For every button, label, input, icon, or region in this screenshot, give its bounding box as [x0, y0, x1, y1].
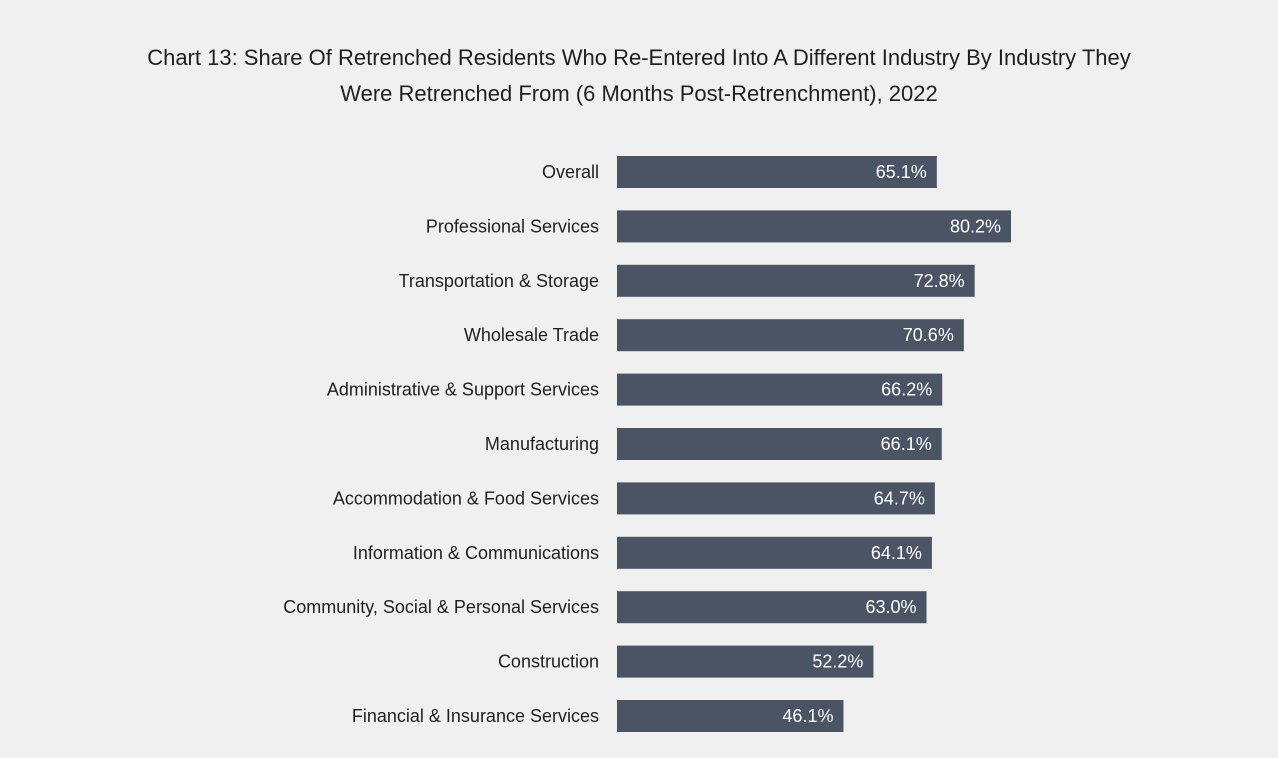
category-label: Accommodation & Food Services: [333, 488, 599, 508]
bar: [617, 536, 932, 569]
bar: [617, 156, 937, 188]
bar-value-label: 46.1%: [782, 706, 833, 726]
bar-value-label: 63.0%: [865, 597, 916, 617]
bar: [617, 264, 975, 297]
bar: [617, 645, 874, 678]
chart-title-line-1: Chart 13: Share Of Retrenched Residents …: [147, 45, 1131, 70]
bar-value-label: 72.8%: [914, 271, 965, 291]
category-label: Information & Communications: [353, 543, 599, 563]
bar: [617, 373, 943, 406]
category-label: Transportation & Storage: [399, 271, 599, 291]
category-label: Professional Services: [426, 216, 599, 236]
bar: [617, 210, 1011, 243]
bar: [617, 700, 844, 732]
bar-value-label: 64.7%: [874, 488, 925, 508]
bar: [617, 428, 942, 460]
category-label: Community, Social & Personal Services: [283, 597, 599, 617]
chart-title: Chart 13: Share Of Retrenched Residents …: [0, 40, 1278, 112]
bar: [617, 591, 927, 624]
category-label: Wholesale Trade: [464, 325, 599, 345]
category-label: Construction: [498, 652, 599, 672]
chart-title-line-2: Were Retrenched From (6 Months Post-Retr…: [340, 81, 938, 106]
bar-value-label: 66.1%: [881, 434, 932, 454]
bar: [617, 319, 964, 352]
category-label: Administrative & Support Services: [327, 380, 599, 400]
bar-value-label: 66.2%: [881, 380, 932, 400]
category-label: Financial & Insurance Services: [352, 706, 599, 726]
bar-value-label: 65.1%: [876, 162, 927, 182]
bar-value-label: 64.1%: [871, 543, 922, 563]
bar-value-label: 70.6%: [903, 325, 954, 345]
category-label: Overall: [542, 162, 599, 182]
bar-value-label: 52.2%: [812, 652, 863, 672]
bar: [617, 482, 935, 515]
category-label: Manufacturing: [485, 434, 599, 454]
bar-value-label: 80.2%: [950, 216, 1001, 236]
